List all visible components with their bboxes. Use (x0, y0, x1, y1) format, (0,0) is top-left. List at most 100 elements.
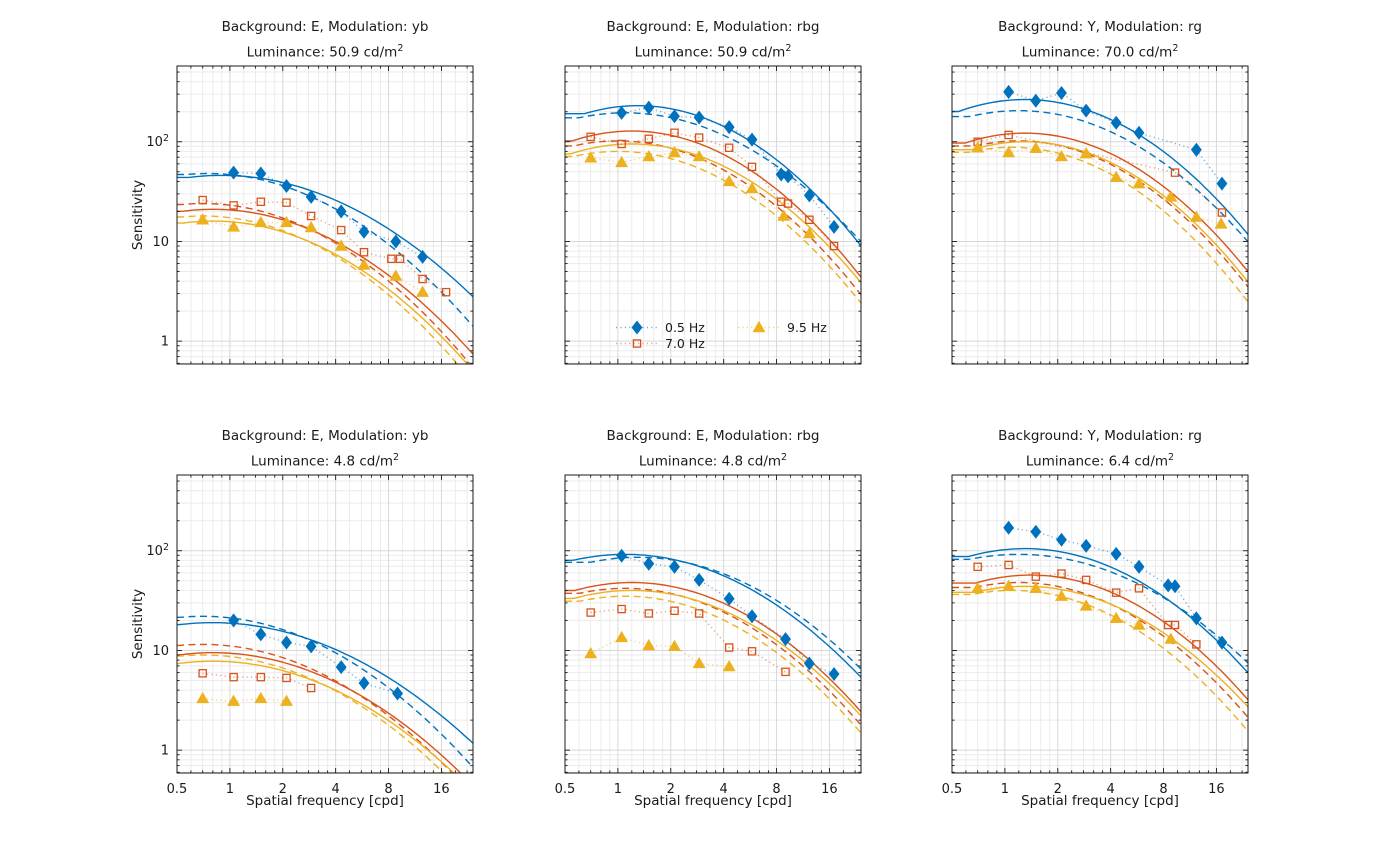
data-point-diamond (693, 110, 705, 125)
title-sup: 2 (1172, 43, 1179, 54)
title-line-2: Luminance: 6.4 cd/m (1025, 453, 1169, 470)
data-point-square (1004, 130, 1013, 140)
data-point-square (670, 606, 679, 616)
title-sup: 2 (1168, 452, 1175, 463)
fit-curve-yellow-dashed (177, 215, 459, 364)
series-line (590, 636, 730, 668)
y-tick-label: 102 (146, 542, 169, 559)
x-tick-label: 16 (433, 782, 450, 797)
data-point-triangle (745, 181, 759, 194)
y-tick-label: 10 (152, 644, 169, 659)
data-point-triangle (642, 149, 656, 162)
data-point-diamond (392, 686, 403, 701)
data-point-square (256, 672, 266, 682)
series-0.5hz (1003, 84, 1228, 191)
data-point-triangle (1132, 177, 1146, 189)
x-axis-label: Spatial frequency [cpd] (634, 793, 792, 809)
plot-title: Background: Y, Modulation: rg Luminance:… (932, 426, 1268, 473)
fit-curve-red-solid (177, 652, 462, 773)
plot-title: Background: E, Modulation: rbg Luminance… (545, 17, 881, 64)
data-point-square (1134, 584, 1144, 593)
data-point-triangle (304, 220, 318, 233)
fit-curve-red-solid (177, 208, 473, 355)
data-point-triangle (722, 659, 736, 672)
fit-curve-blue-solid (565, 105, 861, 247)
fit-curve-yellow-solid (565, 143, 861, 283)
data-point-square (1081, 575, 1091, 585)
data-point-triangle (1029, 141, 1043, 153)
fit-curve-yellow-dashed (952, 589, 1248, 732)
axes-box (176, 474, 474, 774)
data-point-square (1004, 560, 1013, 570)
series-0.5hz (616, 548, 840, 682)
subplot-bottom-left: 0.5 1 2 4 8 16 1 10 102 (146, 474, 474, 797)
series-9.5hz (584, 630, 736, 672)
data-point-square (1111, 588, 1121, 597)
data-point-square (1057, 569, 1066, 578)
data-point-square (306, 211, 316, 221)
axes-box (951, 65, 1249, 365)
series-line (977, 585, 1172, 640)
legend-label: 0.5 Hz (665, 319, 705, 335)
legend-item: 9.5 Hz (736, 319, 827, 335)
data-point-triangle (1079, 599, 1093, 611)
fit-curve-blue-solid (177, 622, 473, 744)
x-tick-label: 0.5 (555, 782, 576, 797)
fit-curve-blue-dashed (177, 615, 473, 768)
fit-curve-yellow-solid (177, 220, 469, 364)
data-point-triangle (1132, 618, 1146, 630)
title-sup: 2 (393, 452, 400, 463)
series-0.5hz (1003, 520, 1228, 650)
data-point-square (336, 225, 346, 235)
data-point-triangle (777, 209, 791, 221)
title-line-2: Luminance: 4.8 cd/m (638, 453, 782, 470)
data-point-diamond (1080, 538, 1092, 553)
fit-curve-blue-dashed (952, 110, 1248, 243)
fit-curves (952, 547, 1248, 732)
x-axis-label: Spatial frequency [cpd] (246, 793, 404, 809)
plot-title: Background: E, Modulation: rbg Luminance… (545, 426, 881, 473)
title-line-2: Luminance: 4.8 cd/m (250, 453, 394, 470)
legend-marker-9.5hz (738, 320, 780, 332)
y-tick-label: 10 (152, 235, 169, 250)
fit-curve-yellow-solid (952, 140, 1248, 283)
data-point-diamond (669, 559, 680, 574)
data-point-triangle (615, 630, 629, 643)
grid (176, 66, 473, 364)
series-0.5hz (616, 100, 840, 234)
data-point-diamond (723, 120, 735, 135)
data-point-square (282, 673, 291, 683)
data-point-diamond (1162, 578, 1174, 593)
data-point-diamond (782, 169, 794, 184)
data-point-diamond (1056, 532, 1067, 547)
data-point-square (586, 608, 595, 617)
data-point-diamond (358, 224, 370, 239)
data-point-triangle (280, 215, 293, 228)
data-point-diamond (723, 591, 735, 606)
data-point-square (387, 254, 396, 264)
data-point-square (694, 609, 704, 618)
data-point-diamond (643, 556, 655, 571)
data-point-triangle (1214, 217, 1228, 229)
data-point-triangle (416, 285, 430, 297)
title-sup: 2 (781, 452, 788, 463)
data-point-diamond (1190, 142, 1202, 157)
x-tick-label: 4 (332, 782, 340, 797)
data-point-square (644, 609, 654, 618)
x-axis-label: Spatial frequency [cpd] (1021, 793, 1179, 809)
fit-curve-red-solid (565, 130, 861, 278)
x-tick-label: 2 (667, 782, 675, 797)
data-point-diamond (828, 219, 840, 234)
data-point-triangle (971, 141, 985, 153)
data-point-square (256, 197, 266, 207)
fit-curve-blue-dashed (177, 172, 473, 327)
fit-curve-blue-solid (952, 98, 1248, 235)
grid (951, 66, 1248, 364)
series-line (202, 199, 447, 293)
grid (951, 475, 1248, 773)
plot-title: Background: E, Modulation: yb Luminance:… (157, 426, 493, 473)
data-point-diamond (417, 249, 429, 264)
series-9.5hz (196, 213, 430, 297)
x-tick-label: 1 (1001, 782, 1009, 797)
subplot-top-middle (564, 65, 862, 365)
